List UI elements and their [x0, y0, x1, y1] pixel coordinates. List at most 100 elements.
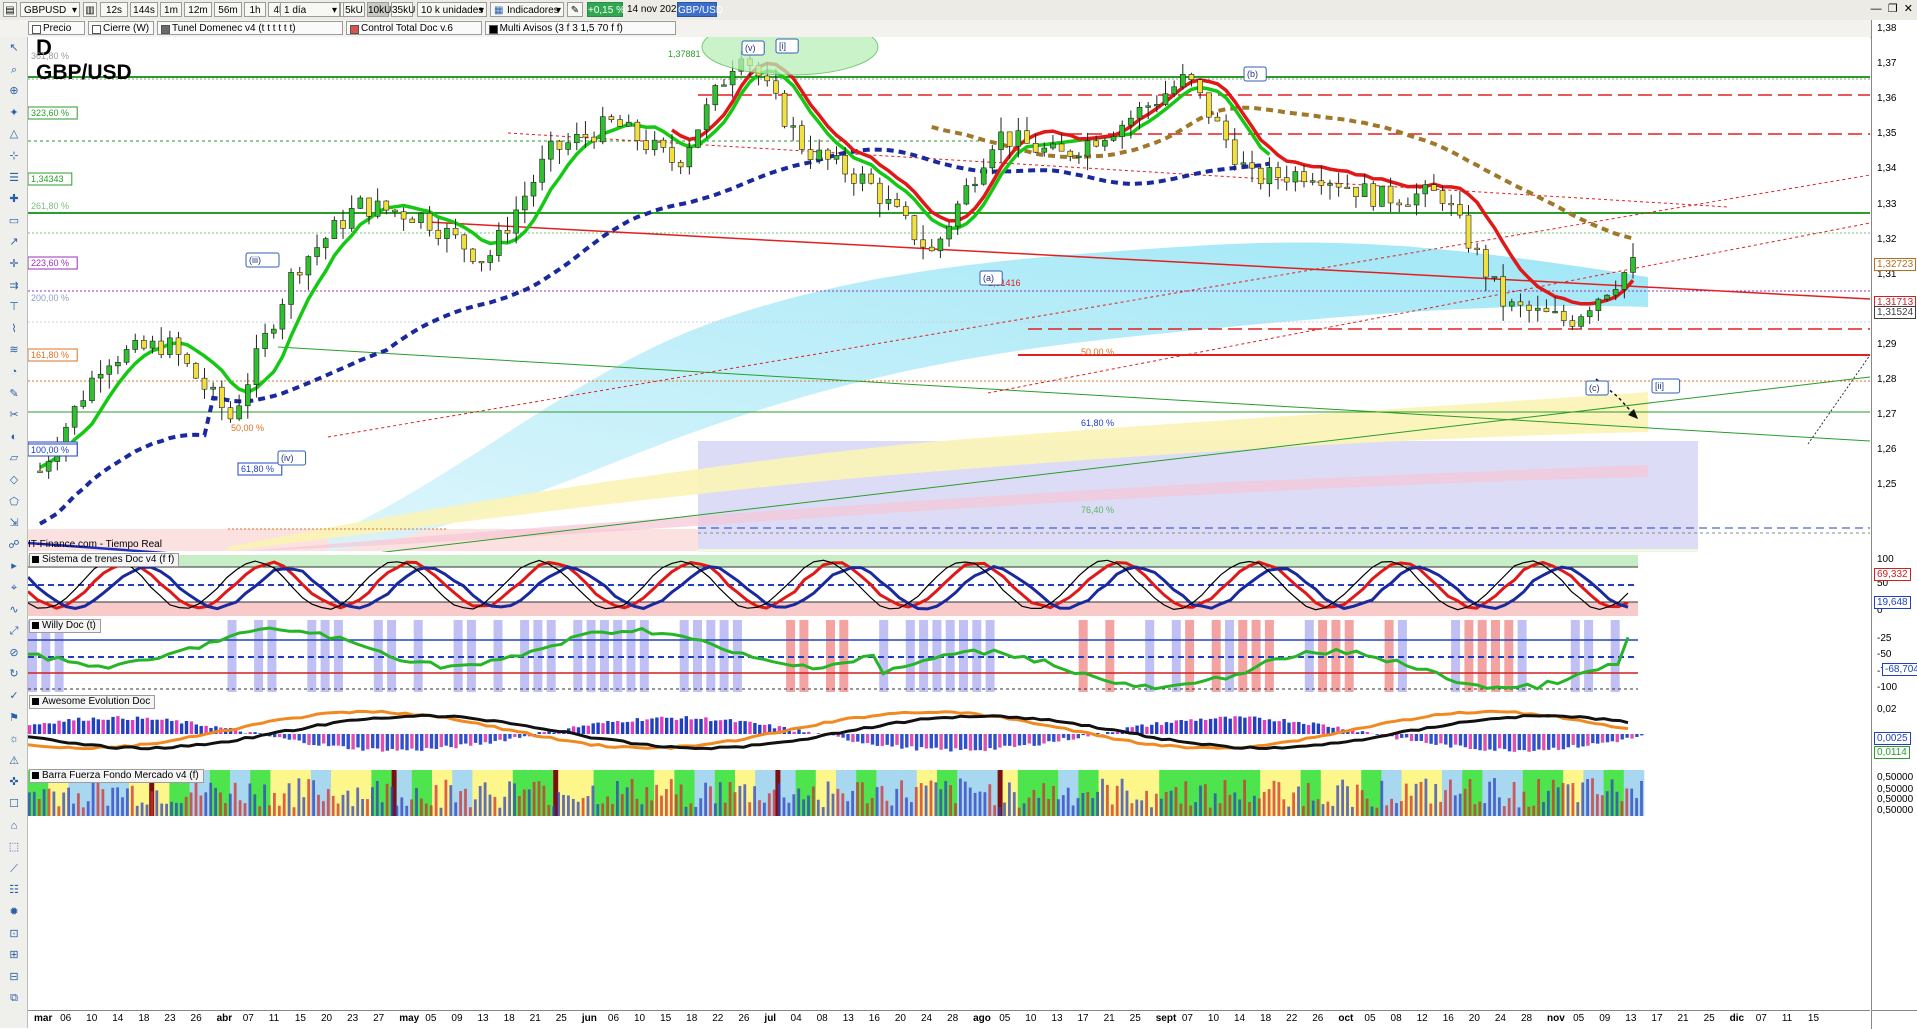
period-selector[interactable]: 1 día ▾ [280, 2, 340, 17]
tool-icon[interactable]: ☷ [7, 883, 21, 897]
tool-icon[interactable]: ✂ [7, 408, 21, 422]
tool-icon[interactable]: ⊞ [7, 948, 21, 962]
restore-icon[interactable]: ❐ [1888, 3, 1898, 15]
units-selector[interactable]: 10 k unidades ▾ [417, 2, 487, 17]
chart-type-icon[interactable]: ▥ [83, 2, 97, 17]
tool-icon[interactable]: ⟋ [7, 862, 21, 876]
tool-icon[interactable]: ≋ [7, 343, 21, 357]
tool-icon[interactable]: ⇉ [7, 279, 21, 293]
tool-icon[interactable]: ▱ [7, 451, 21, 465]
tool-icon[interactable]: ✛ [7, 257, 21, 271]
tool-icon[interactable]: ◐ [7, 430, 21, 444]
tool-icon[interactable]: ✓ [7, 689, 21, 703]
tool-icon[interactable]: ⧉ [7, 991, 21, 1005]
tool-icon[interactable]: ↻ [7, 667, 21, 681]
pane-awesome[interactable]: Awesome Evolution Doc [28, 694, 1870, 769]
pane-force[interactable]: Barra Fuerza Fondo Mercado v4 (f) [28, 768, 1870, 1011]
tool-icon[interactable]: ✹ [7, 905, 21, 919]
force-chart[interactable] [28, 768, 1870, 818]
tool-icon[interactable]: ⬚ [7, 840, 21, 854]
tool-icon[interactable]: ⊤ [7, 300, 21, 314]
pane-trains[interactable]: Sistema de trenes Doc v4 (f f) [28, 552, 1870, 619]
indicator-tab[interactable]: Multi Avisos (3 f 3 1,5 70 f f) [485, 21, 677, 35]
draw-tools-icon[interactable]: ✎ [567, 2, 583, 17]
pane-title[interactable]: Barra Fuerza Fondo Mercado v4 (f) [29, 769, 204, 783]
pane-title[interactable]: Willy Doc (t) [29, 619, 101, 633]
tick-button-35kU[interactable]: 35kU [391, 2, 413, 17]
tool-icon[interactable]: ⊘ [7, 646, 21, 660]
tool-icon[interactable]: ⌇ [7, 322, 21, 336]
indicator-tab[interactable]: Tunel Domenec v4 (t t t t t t) [157, 21, 343, 35]
tool-icon[interactable]: ☍ [7, 538, 21, 552]
candle-down [159, 341, 164, 355]
interval-button-1h[interactable]: 1h [244, 2, 266, 17]
interval-button-1m[interactable]: 1m [160, 2, 182, 17]
tool-icon[interactable]: ▭ [7, 214, 21, 228]
tool-icon[interactable]: ⌂ [7, 819, 21, 833]
tool-icon[interactable]: ✎ [7, 387, 21, 401]
chevron-down-icon: ▾ [556, 3, 561, 18]
willy-axis[interactable]: -25-50-75-100-68,704 [1871, 618, 1917, 694]
tool-icon[interactable]: ⊕ [7, 84, 21, 98]
tool-icon[interactable]: ✜ [7, 775, 21, 789]
tool-icon[interactable]: ▸ [7, 559, 21, 573]
pane-willy[interactable]: Willy Doc (t) [28, 618, 1870, 695]
tool-icon[interactable]: ↖ [7, 41, 21, 55]
indicators-button[interactable]: ▦ Indicadores ▾ [490, 2, 564, 17]
ao-bar [1498, 734, 1501, 748]
pane-title[interactable]: Awesome Evolution Doc [29, 695, 155, 709]
tool-icon[interactable]: ⊟ [7, 970, 21, 984]
close-icon[interactable]: ✕ [1904, 3, 1913, 15]
interval-button-12s[interactable]: 12s [100, 2, 128, 17]
price-chart[interactable]: D GBP/USD IT-Finance.com - Tiempo Real 3… [28, 37, 1870, 552]
pane-title[interactable]: Sistema de trenes Doc v4 (f f) [29, 553, 179, 567]
tool-icon[interactable]: ⬠ [7, 495, 21, 509]
interval-button-12m[interactable]: 12m [184, 2, 212, 17]
tool-icon[interactable]: ◇ [7, 473, 21, 487]
interval-button-144s[interactable]: 144s [130, 2, 158, 17]
tool-icon[interactable]: ⚠ [7, 754, 21, 768]
tool-icon[interactable]: ☼ [7, 732, 21, 746]
tool-icon[interactable]: ⤢ [7, 624, 21, 638]
menu-icon[interactable]: ▤ [3, 2, 17, 17]
trains-chart[interactable] [28, 552, 1870, 618]
close-tab[interactable]: Cierre (W) [88, 21, 154, 35]
candle-up [514, 210, 519, 233]
candle-up [1128, 118, 1133, 125]
minimize-icon[interactable]: — [1871, 3, 1882, 15]
tick-button-5kU[interactable]: 5kU [343, 2, 365, 17]
tool-icon[interactable]: △ [7, 127, 21, 141]
symbol-selector[interactable]: GBPUSD ▾ [20, 2, 80, 17]
tool-icon[interactable]: ☐ [7, 797, 21, 811]
tool-icon[interactable]: ∿ [7, 603, 21, 617]
interval-button-56m[interactable]: 56m [214, 2, 242, 17]
tool-icon[interactable]: ⌕ [7, 63, 21, 77]
tool-icon[interactable]: ↗ [7, 235, 21, 249]
ao-bar [1503, 734, 1506, 749]
force-bar [616, 781, 619, 816]
tool-icon[interactable]: ⊹ [7, 149, 21, 163]
tick-button-10kU[interactable]: 10kU [367, 2, 389, 17]
tool-icon[interactable]: ✦ [7, 106, 21, 120]
tool-icon[interactable]: ⊡ [7, 927, 21, 941]
willy-chart[interactable] [28, 618, 1870, 694]
main-chart-pane[interactable]: D GBP/USD IT-Finance.com - Tiempo Real 3… [28, 37, 1870, 553]
tool-icon[interactable]: ⌖ [7, 581, 21, 595]
indicator-tab[interactable]: Control Total Doc v.6 [346, 21, 482, 35]
tool-icon[interactable]: ✚ [7, 192, 21, 206]
tool-icon[interactable]: ◔ [7, 365, 21, 379]
price-tab[interactable]: Precio [28, 21, 85, 35]
awesome-chart[interactable] [28, 694, 1870, 768]
force-bar [792, 794, 795, 816]
tool-icon[interactable]: ☰ [7, 171, 21, 185]
tool-icon[interactable]: ⚑ [7, 711, 21, 725]
force-bar [1635, 798, 1638, 816]
candle-down [185, 354, 190, 363]
tool-icon[interactable]: ⇲ [7, 516, 21, 530]
day-label: 10 [1025, 1013, 1036, 1025]
price-axis[interactable]: 1,381,371,361,351,341,331,321,311,31,291… [1871, 20, 1917, 552]
